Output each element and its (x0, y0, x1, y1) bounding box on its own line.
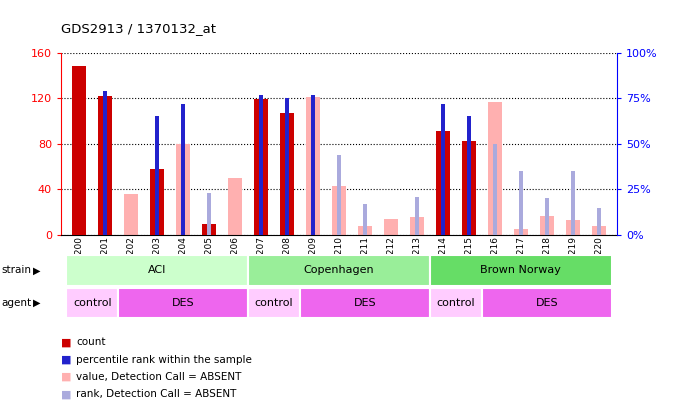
Text: DES: DES (172, 298, 195, 308)
Text: DES: DES (536, 298, 558, 308)
Bar (285, 98, 289, 235)
Bar (482, 288, 612, 318)
Text: Brown Norway: Brown Norway (481, 265, 561, 275)
Text: count: count (76, 337, 106, 347)
Bar (540, 215, 554, 235)
Bar (545, 198, 549, 235)
Bar (441, 104, 445, 235)
Bar (571, 171, 575, 235)
Text: ■: ■ (61, 390, 71, 399)
Bar (332, 186, 346, 235)
Bar (592, 226, 606, 235)
Text: rank, Detection Call = ABSENT: rank, Detection Call = ABSENT (76, 390, 237, 399)
Text: agent: agent (1, 298, 31, 308)
Bar (415, 197, 419, 235)
Text: ACI: ACI (148, 265, 166, 275)
Bar (597, 207, 601, 235)
Text: strain: strain (1, 265, 31, 275)
Text: ▶: ▶ (33, 298, 40, 308)
Text: ■: ■ (61, 337, 71, 347)
Bar (337, 155, 341, 235)
Bar (66, 288, 118, 318)
Bar (124, 194, 138, 235)
Text: Copenhagen: Copenhagen (304, 265, 374, 275)
Bar (103, 91, 107, 235)
Text: control: control (437, 298, 475, 308)
Text: control: control (255, 298, 294, 308)
Text: value, Detection Call = ABSENT: value, Detection Call = ABSENT (76, 372, 241, 382)
Text: ■: ■ (61, 372, 71, 382)
Bar (430, 288, 482, 318)
Bar (202, 224, 216, 235)
Bar (98, 96, 113, 235)
Bar (150, 169, 164, 235)
Bar (565, 220, 580, 235)
Bar (66, 255, 248, 286)
Bar (519, 171, 523, 235)
Bar (384, 219, 398, 235)
Bar (254, 99, 268, 235)
Text: GDS2913 / 1370132_at: GDS2913 / 1370132_at (61, 22, 216, 35)
Text: ■: ■ (61, 355, 71, 364)
Bar (358, 226, 372, 235)
Bar (248, 288, 300, 318)
Text: control: control (73, 298, 111, 308)
Bar (280, 113, 294, 235)
Bar (410, 217, 424, 235)
Bar (363, 204, 367, 235)
Bar (155, 117, 159, 235)
Bar (514, 229, 528, 235)
Text: DES: DES (354, 298, 376, 308)
Bar (467, 117, 471, 235)
Bar (72, 66, 86, 235)
Bar (181, 104, 185, 235)
Bar (462, 141, 476, 235)
Text: ▶: ▶ (33, 265, 40, 275)
Bar (228, 178, 242, 235)
Bar (306, 97, 320, 235)
Bar (118, 288, 248, 318)
Bar (300, 288, 430, 318)
Bar (436, 131, 450, 235)
Text: percentile rank within the sample: percentile rank within the sample (76, 355, 252, 364)
Bar (176, 144, 191, 235)
Bar (248, 255, 430, 286)
Bar (311, 95, 315, 235)
Bar (202, 224, 216, 235)
Bar (430, 255, 612, 286)
Bar (493, 144, 497, 235)
Bar (487, 102, 502, 235)
Bar (181, 107, 185, 235)
Bar (207, 193, 211, 235)
Bar (259, 95, 263, 235)
